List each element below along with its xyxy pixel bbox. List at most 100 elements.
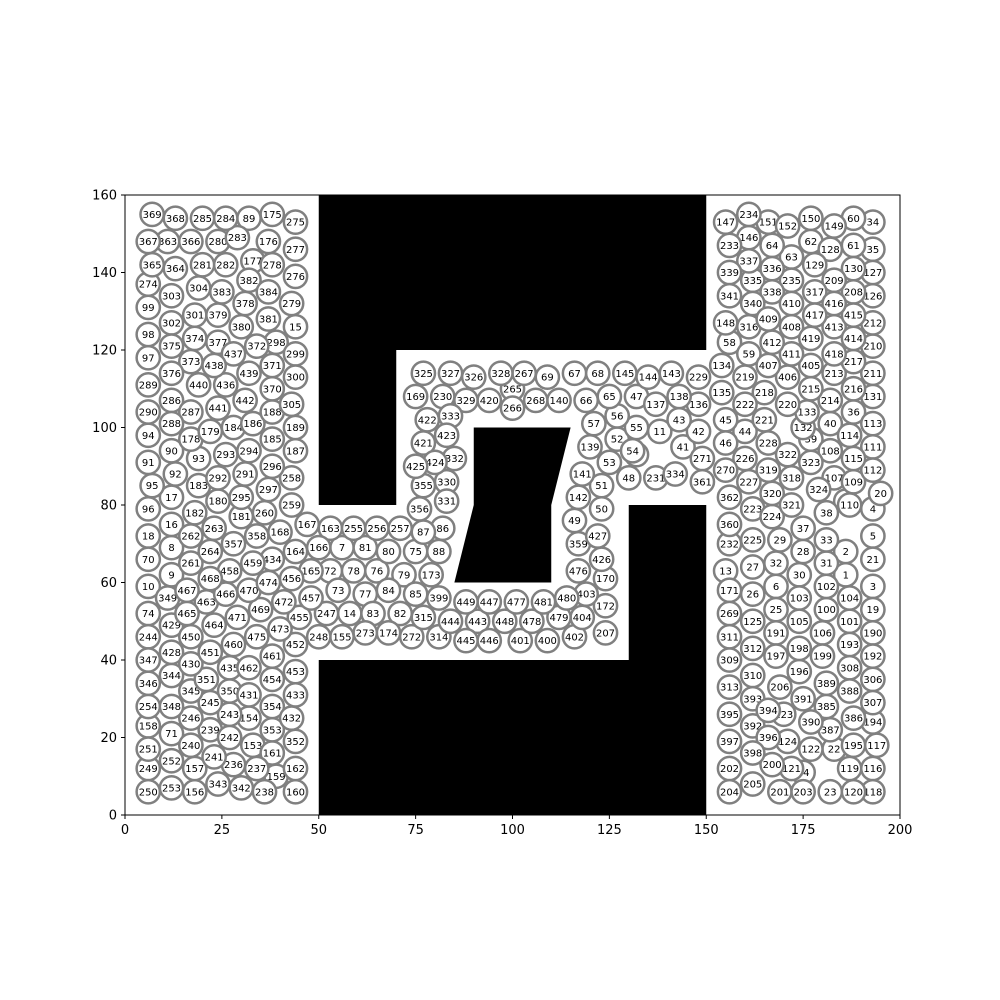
agent-label: 428 — [162, 648, 181, 659]
agent-200: 200 — [759, 751, 785, 778]
agent-label: 310 — [743, 671, 762, 682]
agent-141: 141 — [569, 461, 596, 487]
agent-79: 79 — [391, 561, 417, 588]
agent-circle — [201, 352, 227, 379]
agent-label: 130 — [844, 264, 863, 275]
agent-circle — [135, 399, 162, 425]
agent-circle — [158, 693, 185, 720]
agent-label: 313 — [720, 683, 739, 694]
agent-453: 453 — [282, 658, 309, 685]
agent-circle — [282, 209, 309, 235]
agent-circle — [286, 604, 313, 631]
agent-label: 362 — [720, 493, 739, 504]
agent-129: 129 — [801, 251, 828, 278]
agent-circle — [255, 306, 282, 332]
agent-label: 115 — [844, 454, 863, 465]
agent-circle — [135, 321, 162, 348]
agent-481: 481 — [530, 589, 557, 615]
agent-label: 93 — [192, 454, 205, 465]
agent-112: 112 — [860, 457, 886, 483]
agent-label: 103 — [790, 594, 809, 605]
agent-label: 108 — [821, 446, 840, 457]
agent-label: 422 — [418, 415, 437, 426]
agent-309: 309 — [716, 647, 743, 673]
agent-25: 25 — [763, 596, 789, 623]
agent-circle — [174, 577, 200, 604]
agent-474: 474 — [255, 569, 282, 596]
agent-circle — [426, 585, 452, 611]
agent-label: 440 — [189, 380, 208, 391]
agent-circle — [158, 775, 185, 801]
agent-circle — [453, 589, 479, 615]
agent-label: 13 — [719, 566, 732, 577]
agent-circle — [790, 515, 816, 542]
agent-label: 251 — [139, 745, 158, 756]
agent-432: 432 — [278, 705, 305, 731]
agent-label: 348 — [162, 702, 181, 713]
agent-circle — [278, 492, 305, 518]
agent-73: 73 — [325, 577, 351, 604]
agent-label: 76 — [371, 566, 384, 577]
agent-389: 389 — [813, 670, 840, 697]
agent-label: 434 — [263, 555, 282, 566]
agent-203: 203 — [790, 778, 816, 805]
agent-label: 281 — [193, 260, 212, 271]
agent-label: 68 — [591, 369, 604, 380]
agent-circle — [584, 523, 611, 549]
agent-304: 304 — [185, 275, 212, 301]
agent-49: 49 — [561, 507, 588, 534]
agent-circle — [391, 561, 417, 588]
agent-circle — [736, 201, 762, 228]
agent-label: 110 — [840, 501, 859, 512]
agent-circle — [282, 236, 309, 263]
agent-circle — [135, 372, 162, 398]
agent-374: 374 — [181, 325, 208, 352]
agent-label: 53 — [603, 458, 616, 469]
agent-48: 48 — [615, 465, 642, 491]
agent-label: 403 — [577, 590, 596, 601]
agent-327: 327 — [437, 360, 464, 387]
agent-2: 2 — [832, 538, 859, 565]
agent-label: 438 — [205, 361, 224, 372]
agent-label: 370 — [263, 384, 282, 395]
agent-label: 232 — [720, 539, 739, 550]
agent-201: 201 — [767, 778, 793, 805]
agent-label: 332 — [445, 454, 464, 465]
agent-328: 328 — [488, 360, 514, 387]
agent-292: 292 — [205, 465, 231, 491]
agent-label: 443 — [468, 617, 487, 628]
agent-label: 460 — [224, 640, 243, 651]
agent-circle — [282, 755, 309, 782]
agent-label: 236 — [224, 760, 243, 771]
agent-label: 311 — [720, 632, 739, 643]
agent-331: 331 — [433, 488, 460, 514]
agent-390: 390 — [798, 709, 824, 735]
agent-476: 476 — [565, 558, 592, 584]
agent-label: 105 — [790, 617, 809, 628]
agent-circle — [573, 387, 599, 414]
agent-label: 153 — [243, 741, 262, 752]
agent-label: 158 — [139, 721, 158, 732]
agent-circle — [739, 608, 766, 635]
agent-label: 202 — [720, 764, 739, 775]
agent-label: 147 — [716, 218, 735, 229]
agent-label: 55 — [630, 423, 643, 434]
agent-label: 119 — [840, 764, 859, 775]
agent-319: 319 — [755, 457, 782, 483]
agent-366: 366 — [178, 228, 204, 255]
agent-label: 261 — [181, 559, 200, 570]
agent-label: 98 — [142, 330, 155, 341]
agent-452: 452 — [282, 631, 309, 658]
agent-label: 283 — [228, 233, 247, 244]
agent-circle — [491, 608, 518, 635]
agent-label: 134 — [712, 361, 731, 372]
agent-label: 145 — [615, 369, 634, 380]
agent-label: 157 — [185, 764, 204, 775]
y-tick-label: 0 — [109, 809, 117, 824]
agent-label: 389 — [817, 679, 836, 690]
agent-label: 458 — [220, 566, 239, 577]
agent-451: 451 — [197, 639, 224, 666]
agent-label: 459 — [243, 559, 262, 570]
y-tick-label: 140 — [92, 266, 117, 281]
agent-circle — [755, 724, 782, 751]
